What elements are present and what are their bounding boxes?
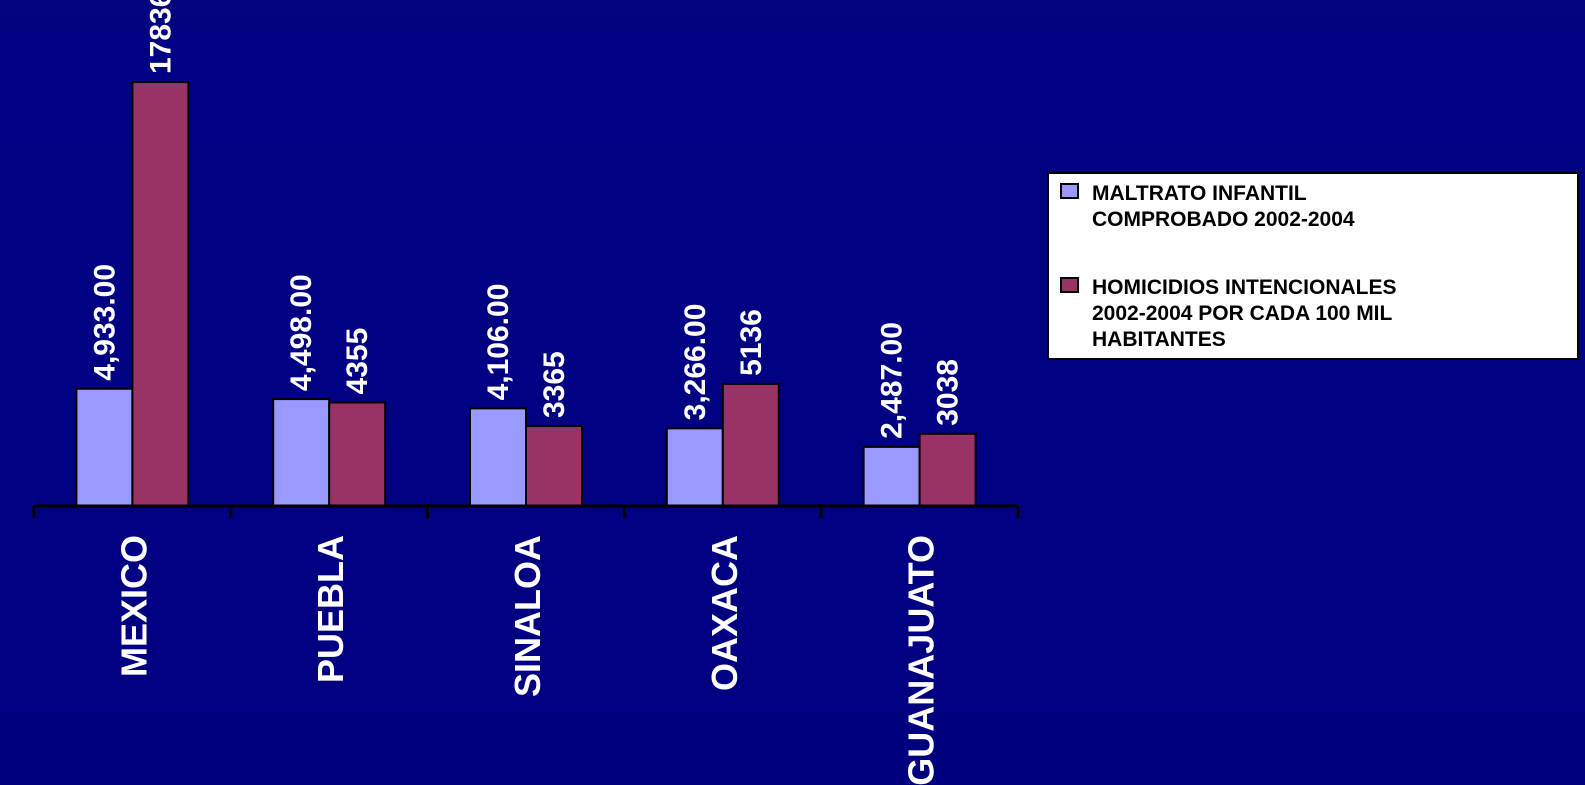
bar-guanajuato-series-2 <box>918 432 977 507</box>
data-label-sinaloa-series-2: 3365 <box>538 351 571 418</box>
bar-sinaloa-series-2 <box>525 425 583 507</box>
bar-guanajuato-series-1 <box>862 445 921 507</box>
category-labels-layer: MEXICO PUEBLA SINALOA OAXACA GUANAJUATO <box>113 535 941 785</box>
data-label-mexico-series-2: 17836 <box>144 0 177 74</box>
bar-puebla-series-2 <box>328 401 387 507</box>
category-label-sinaloa: SINALOA <box>507 535 548 697</box>
bar-oaxaca-series-2 <box>721 382 780 507</box>
legend-swatch-series-2 <box>1060 277 1079 293</box>
category-label-mexico: MEXICO <box>113 535 154 677</box>
bar-puebla-series-1 <box>272 398 331 507</box>
bars-layer <box>75 81 977 507</box>
data-label-sinaloa-series-1: 4,106.00 <box>482 284 515 401</box>
data-label-guanajuato-series-1: 2,487.00 <box>876 322 909 439</box>
bar-sinaloa-series-1 <box>469 407 527 507</box>
legend-box <box>1047 172 1579 360</box>
legend-label-series-1: MALTRATO INFANTIL COMPROBADO 2002-2004 <box>1092 182 1355 231</box>
data-label-puebla-series-2: 4355 <box>341 328 374 395</box>
data-labels-layer: 4,933.00 17836 4,498.00 4355 4,106.00 3365 3,2… <box>88 0 964 439</box>
data-label-mexico-series-1: 4,933.00 <box>88 264 121 381</box>
x-axis <box>32 504 1020 518</box>
data-label-puebla-series-1: 4,498.00 <box>285 274 318 391</box>
bar-oaxaca-series-1 <box>665 427 724 507</box>
legend-swatch-series-1 <box>1060 183 1079 199</box>
data-label-oaxaca-series-1: 3,266.00 <box>679 304 712 421</box>
category-label-puebla: PUEBLA <box>310 535 351 683</box>
data-label-oaxaca-series-2: 5136 <box>735 309 768 376</box>
category-label-oaxaca: OAXACA <box>704 535 745 691</box>
category-label-guanajuato: GUANAJUATO <box>901 535 942 785</box>
bar-mexico-series-2 <box>131 81 190 507</box>
legend: MALTRATO INFANTIL COMPROBADO 2002-2004 HOM… <box>1047 172 1579 360</box>
data-label-guanajuato-series-2: 3038 <box>932 359 965 426</box>
bar-mexico-series-1 <box>75 387 134 507</box>
legend-label-series-2: HOMICIDIOS INTENCIONALES 2002-2004 POR CA… <box>1092 276 1397 351</box>
